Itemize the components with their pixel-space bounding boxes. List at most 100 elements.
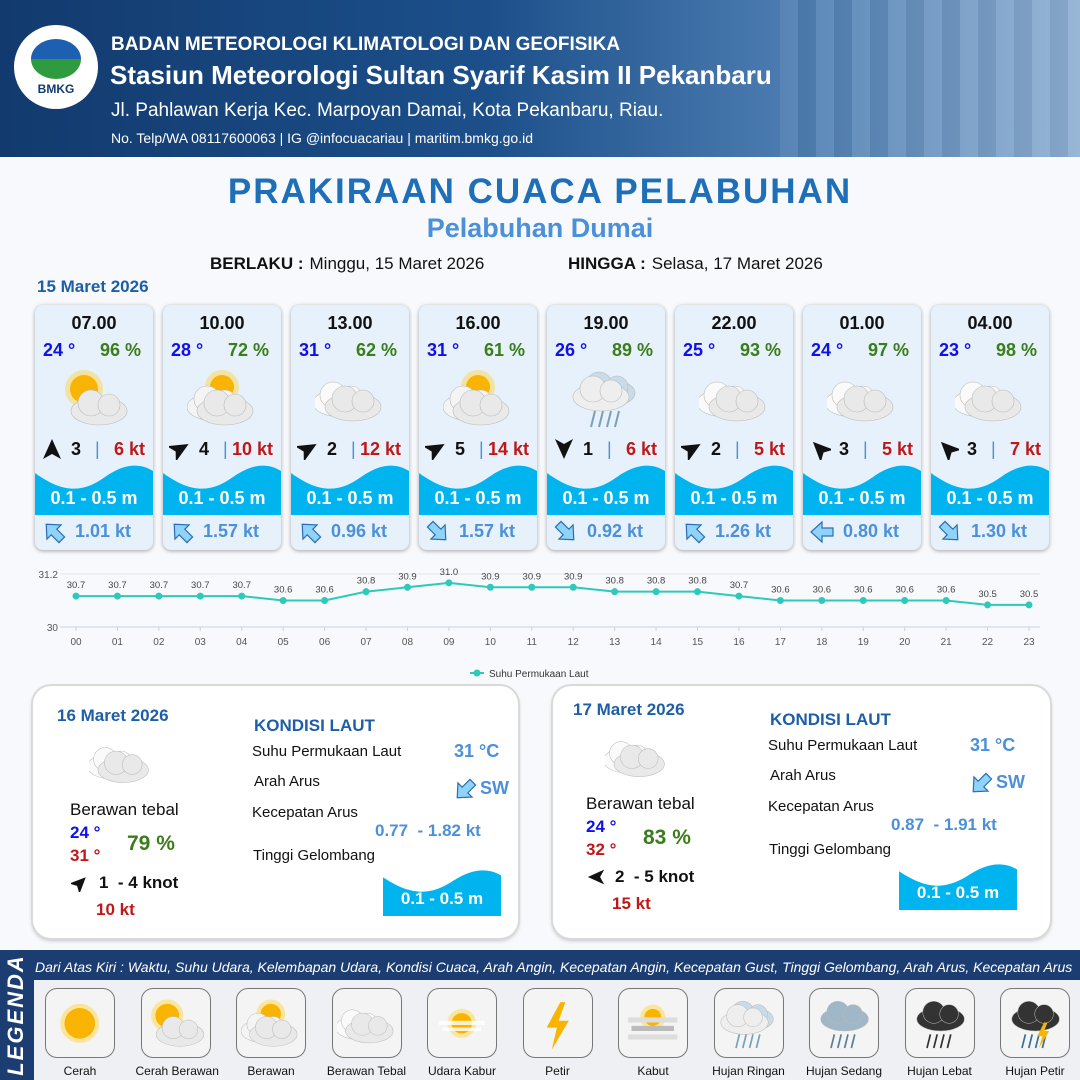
legend-item-label: Cerah	[63, 1064, 97, 1078]
data-point	[1025, 601, 1033, 609]
wind-speed: 2	[711, 439, 722, 459]
data-point	[321, 597, 329, 604]
current-speed: 0.80 kt	[843, 521, 900, 541]
x-tick-label: 17	[775, 637, 787, 648]
data-label: 30.7	[108, 580, 127, 591]
air-temperature: 24 °	[43, 340, 76, 360]
wave-icon	[931, 463, 1049, 515]
x-tick-label: 20	[899, 637, 911, 648]
gust-speed: 6 kt	[625, 439, 657, 459]
x-tick-label: 05	[278, 637, 290, 648]
x-tick-label: 15	[692, 637, 704, 648]
data-point	[486, 583, 494, 591]
legend-item-label: Berawan	[247, 1064, 295, 1078]
forecast-card: 19.00 26 ° 89 % 1 | 6 kt 0.1 - 0.5 m 0.9…	[547, 305, 665, 550]
wind-direction-icon	[69, 874, 89, 897]
sea-condition-title: KONDISI LAUT	[254, 716, 375, 735]
wave-icon	[35, 463, 153, 515]
wave-icon	[163, 463, 281, 515]
separator: |	[479, 439, 484, 459]
data-label: 30.6	[854, 585, 873, 596]
x-tick-label: 07	[360, 637, 372, 648]
wave-height-label: Tinggi Gelombang	[253, 847, 376, 864]
legend-item: Berawan Tebal	[327, 988, 407, 1078]
daily-panel: 17 Maret 2026 Berawan tebal 24 ° 32 ° 83…	[553, 686, 1050, 938]
humidity: 61 %	[483, 340, 525, 360]
humidity: 98 %	[995, 340, 1037, 360]
forecast-time: 10.00	[199, 313, 245, 333]
wind-direction-icon	[294, 438, 319, 462]
wind-direction-icon	[937, 438, 962, 463]
hujan-petir-icon	[1000, 988, 1070, 1058]
legend-item: Cerah Berawan	[136, 988, 219, 1078]
separator: |	[351, 439, 356, 459]
data-point	[942, 597, 950, 604]
data-label: 30.7	[191, 580, 210, 591]
forecast-time: 13.00	[327, 313, 373, 333]
legend-item-label: Hujan Lebat	[907, 1064, 972, 1078]
min-temperature: 24 °	[70, 823, 101, 842]
current-speed: 1.57 kt	[459, 521, 516, 541]
data-label: 30.6	[937, 585, 956, 596]
berawan-tebal-icon	[952, 367, 1025, 429]
data-label: 30.6	[813, 585, 832, 596]
berawan-tebal-icon	[602, 728, 668, 789]
current-direction-icon	[968, 771, 994, 802]
x-tick-label: 22	[982, 637, 994, 648]
wind-speed-range: 1 - 4 knot	[99, 873, 179, 892]
data-label: 31.0	[440, 567, 459, 578]
air-temperature: 31 °	[299, 340, 332, 360]
current-speed: 1.57 kt	[203, 521, 260, 541]
x-tick-label: 02	[153, 637, 165, 648]
current-direction-icon	[553, 519, 579, 545]
gust-speed: 7 kt	[1009, 439, 1041, 459]
berawan-tebal-icon	[824, 367, 897, 429]
port-illustration	[780, 0, 1080, 157]
wind-direction-icon	[809, 438, 834, 463]
humidity: 79 %	[127, 832, 175, 855]
forecast-time: 22.00	[711, 313, 757, 333]
station-address: Jl. Pahlawan Kerja Kec. Marpoyan Damai, …	[111, 100, 664, 121]
wave-height: 0.1 - 0.5 m	[50, 488, 138, 508]
wind-speed: 2	[327, 439, 338, 459]
x-tick-label: 19	[858, 637, 870, 648]
data-label: 30.7	[730, 580, 749, 591]
petir-icon	[522, 988, 593, 1058]
data-label: 30.9	[564, 571, 583, 582]
wind-speed: 3	[967, 439, 978, 459]
forecast-time: 07.00	[71, 313, 117, 333]
data-point	[238, 592, 246, 600]
data-point	[694, 588, 702, 596]
data-label: 30.9	[523, 571, 542, 582]
air-temperature: 26 °	[555, 340, 588, 360]
wind-speed-range: 2 - 5 knot	[615, 867, 695, 886]
current-direction-icon	[452, 777, 478, 808]
data-point	[901, 597, 909, 604]
data-point	[403, 583, 411, 591]
x-tick-label: 09	[443, 637, 455, 648]
legend-label: Suhu Permukaan Laut	[489, 669, 589, 680]
forecast-card: 07.00 24 ° 96 % 3 | 6 kt 0.1 - 0.5 m 1.0…	[35, 305, 153, 550]
legend-description: Dari Atas Kiri : Waktu, Suhu Udara, Kele…	[35, 959, 1073, 975]
data-point	[72, 592, 80, 600]
x-tick-label: 01	[112, 637, 124, 648]
legend-item: Kabut	[613, 988, 693, 1078]
wave-height: 0.1 - 0.5 m	[916, 883, 1000, 902]
current-speed: 1.26 kt	[715, 521, 772, 541]
humidity: 93 %	[739, 340, 781, 360]
legend-item: Udara Kabur	[422, 988, 502, 1078]
data-label: 30.6	[315, 585, 334, 596]
hujan-ringan-icon	[571, 367, 641, 429]
wave-height: 0.1 - 0.5 m	[306, 488, 394, 508]
x-tick-label: 11	[527, 637, 538, 648]
x-tick-label: 16	[733, 637, 745, 648]
legend-item-label: Berawan Tebal	[326, 1064, 407, 1078]
min-temperature: 24 °	[586, 817, 617, 836]
legend-item: Hujan Ringan	[709, 988, 789, 1078]
data-label: 30.8	[688, 576, 707, 587]
forecast-card: 01.00 24 ° 97 % 3 | 5 kt 0.1 - 0.5 m 0.8…	[803, 305, 921, 550]
wave-height: 0.1 - 0.5 m	[178, 488, 266, 508]
legend-item: Hujan Sedang	[804, 988, 884, 1078]
day1-date: 15 Maret 2026	[37, 277, 149, 296]
legend-item-label: Petir	[545, 1064, 570, 1078]
